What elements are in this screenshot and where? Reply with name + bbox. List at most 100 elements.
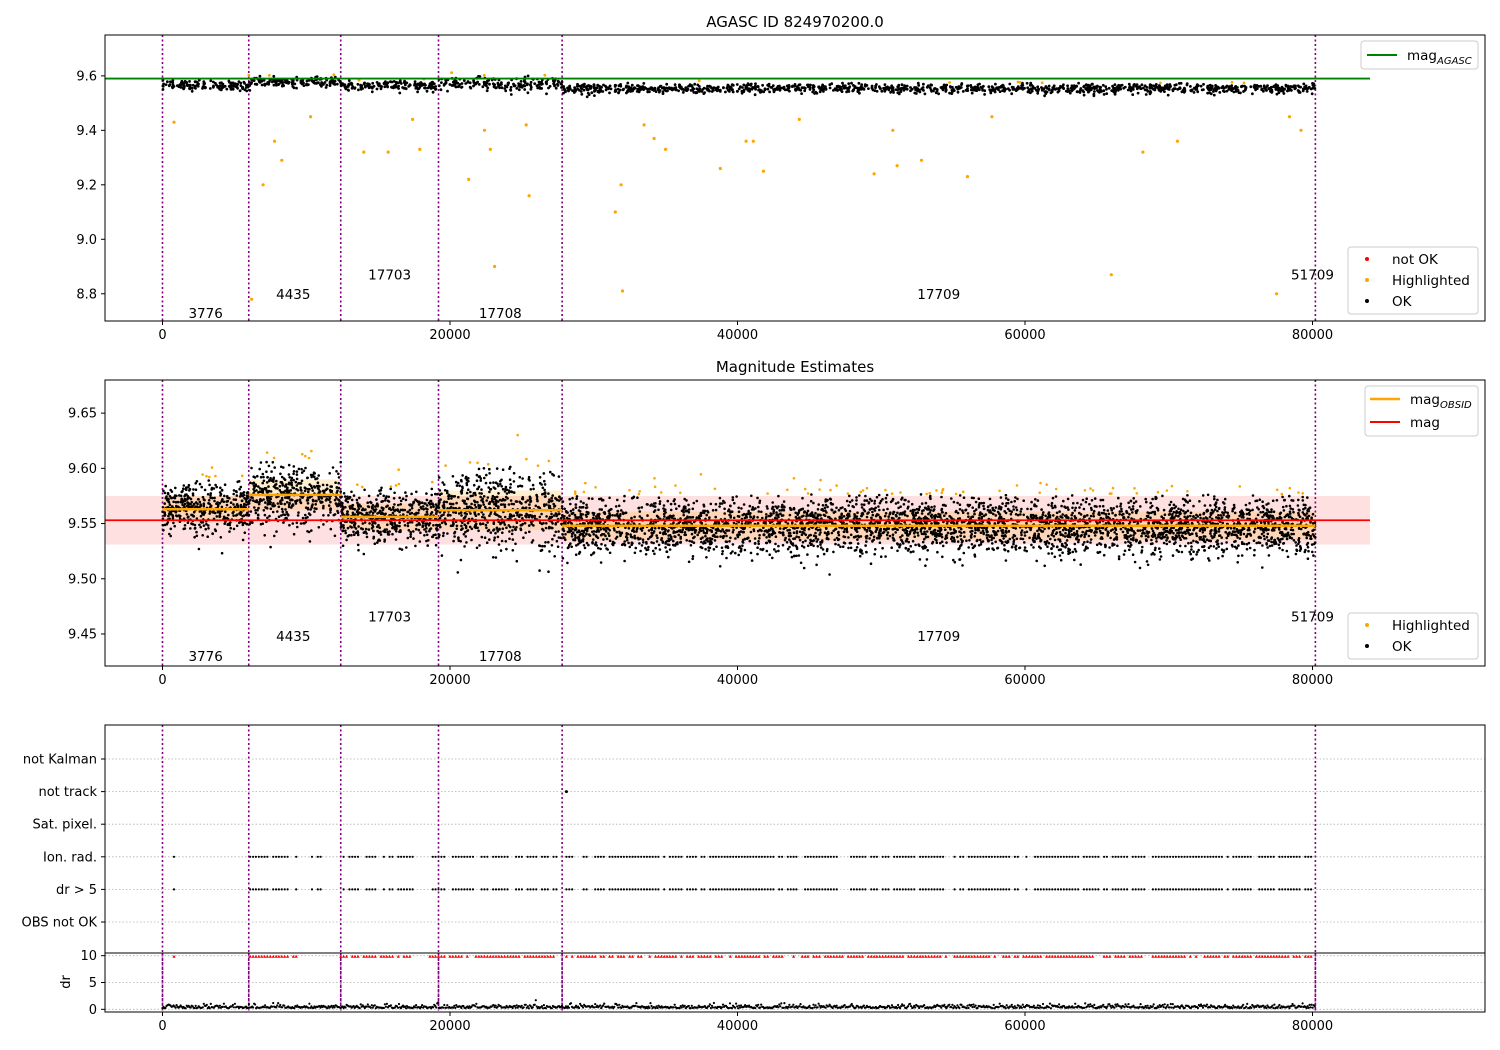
ok-point (550, 544, 554, 547)
ok-point (288, 489, 291, 493)
ok-point (1230, 86, 1234, 90)
ok-point (267, 80, 271, 84)
ok-point (280, 514, 283, 517)
ok-point (1141, 545, 1144, 549)
ok-point (1123, 85, 1127, 89)
ok-point (399, 499, 403, 503)
highlighted-point (1275, 292, 1279, 296)
ok-point (1261, 500, 1264, 504)
ok-point (527, 475, 531, 479)
ok-point (343, 495, 347, 498)
ok-point (174, 486, 177, 490)
ok-point (1202, 82, 1205, 86)
ok-point (455, 524, 459, 528)
ok-point (855, 496, 858, 499)
ok-point (504, 540, 508, 543)
ok-point (218, 491, 222, 494)
ok-point (1257, 541, 1260, 544)
ok-point (850, 81, 853, 85)
ok-point (501, 487, 505, 491)
ok-point (322, 523, 325, 526)
ok-point (662, 86, 666, 90)
ok-point (398, 496, 402, 500)
ok-point (169, 488, 172, 492)
ok-point (417, 528, 421, 532)
ok-point (1047, 526, 1051, 530)
ok-point (1051, 86, 1055, 90)
ok-point (614, 88, 617, 92)
ok-point (1266, 84, 1269, 87)
ok-point (542, 521, 545, 525)
ok-point (485, 81, 489, 84)
ok-point (752, 529, 756, 533)
highlighted-point (1133, 487, 1136, 490)
ok-point (275, 530, 278, 533)
highlighted-point (872, 172, 876, 176)
ok-point (1119, 84, 1123, 87)
ok-point (488, 502, 491, 506)
ok-point (640, 544, 644, 547)
ok-point (1269, 86, 1272, 90)
ok-point (560, 505, 564, 508)
ok-point (346, 500, 350, 504)
ok-point (761, 83, 764, 87)
ok-point (1242, 90, 1245, 93)
ok-point (1101, 531, 1105, 535)
ok-point (223, 483, 227, 487)
ok-point (391, 508, 395, 511)
ok-point (1190, 521, 1194, 525)
ok-point (1267, 554, 1271, 557)
ok-point (306, 496, 310, 500)
ok-point (665, 82, 669, 86)
ok-point (518, 82, 521, 86)
ok-point (495, 495, 499, 499)
ok-point (294, 502, 298, 505)
ok-point (200, 485, 203, 489)
ok-point (341, 524, 345, 527)
ok-point (681, 91, 685, 94)
ok-point (571, 496, 574, 500)
ok-point (556, 545, 560, 548)
ok-point (1093, 534, 1097, 537)
ok-point (1255, 84, 1259, 87)
ok-point (889, 90, 892, 94)
ok-point (848, 494, 851, 498)
highlighted-point (476, 461, 479, 465)
ok-point (698, 87, 702, 91)
ok-point (387, 495, 391, 499)
ok-point (648, 90, 651, 94)
ok-point (472, 483, 476, 487)
ok-point (715, 89, 719, 93)
ok-point (163, 523, 167, 527)
ok-point (1088, 502, 1091, 506)
ok-point (1033, 86, 1036, 90)
ok-point (1022, 499, 1025, 503)
ok-point (402, 513, 405, 516)
ok-point (344, 505, 347, 509)
ok-point (171, 517, 175, 520)
ok-point (353, 522, 357, 525)
ok-point (202, 504, 206, 508)
ok-point (372, 508, 376, 512)
ok-point (1253, 85, 1257, 89)
ok-point (295, 499, 299, 503)
ok-point (551, 494, 554, 497)
ok-point (262, 479, 266, 483)
ok-point (1201, 531, 1205, 534)
highlighted-point (265, 451, 269, 454)
ok-point (482, 513, 485, 516)
ok-point (296, 525, 299, 529)
ok-point (429, 505, 433, 509)
highlighted-point (250, 297, 254, 301)
ok-point (1236, 89, 1240, 92)
ok-point (1066, 84, 1069, 88)
ok-point (1171, 88, 1175, 92)
ok-point (536, 505, 540, 509)
ok-point (1293, 87, 1297, 91)
ok-point (620, 509, 623, 512)
ok-point (548, 498, 551, 502)
ok-point (460, 514, 463, 517)
ok-point (346, 526, 350, 530)
ok-point (383, 85, 387, 89)
ok-point (752, 515, 756, 518)
